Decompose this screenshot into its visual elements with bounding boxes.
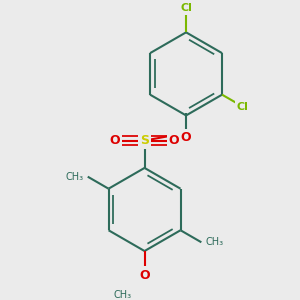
Text: Cl: Cl xyxy=(180,3,192,13)
Text: O: O xyxy=(139,268,150,282)
Text: O: O xyxy=(169,134,179,147)
Text: CH₃: CH₃ xyxy=(114,290,132,300)
Text: CH₃: CH₃ xyxy=(206,237,224,247)
Text: O: O xyxy=(110,134,120,147)
Text: CH₃: CH₃ xyxy=(65,172,83,182)
Text: O: O xyxy=(181,131,191,144)
Text: S: S xyxy=(140,134,149,147)
Text: Cl: Cl xyxy=(237,102,249,112)
